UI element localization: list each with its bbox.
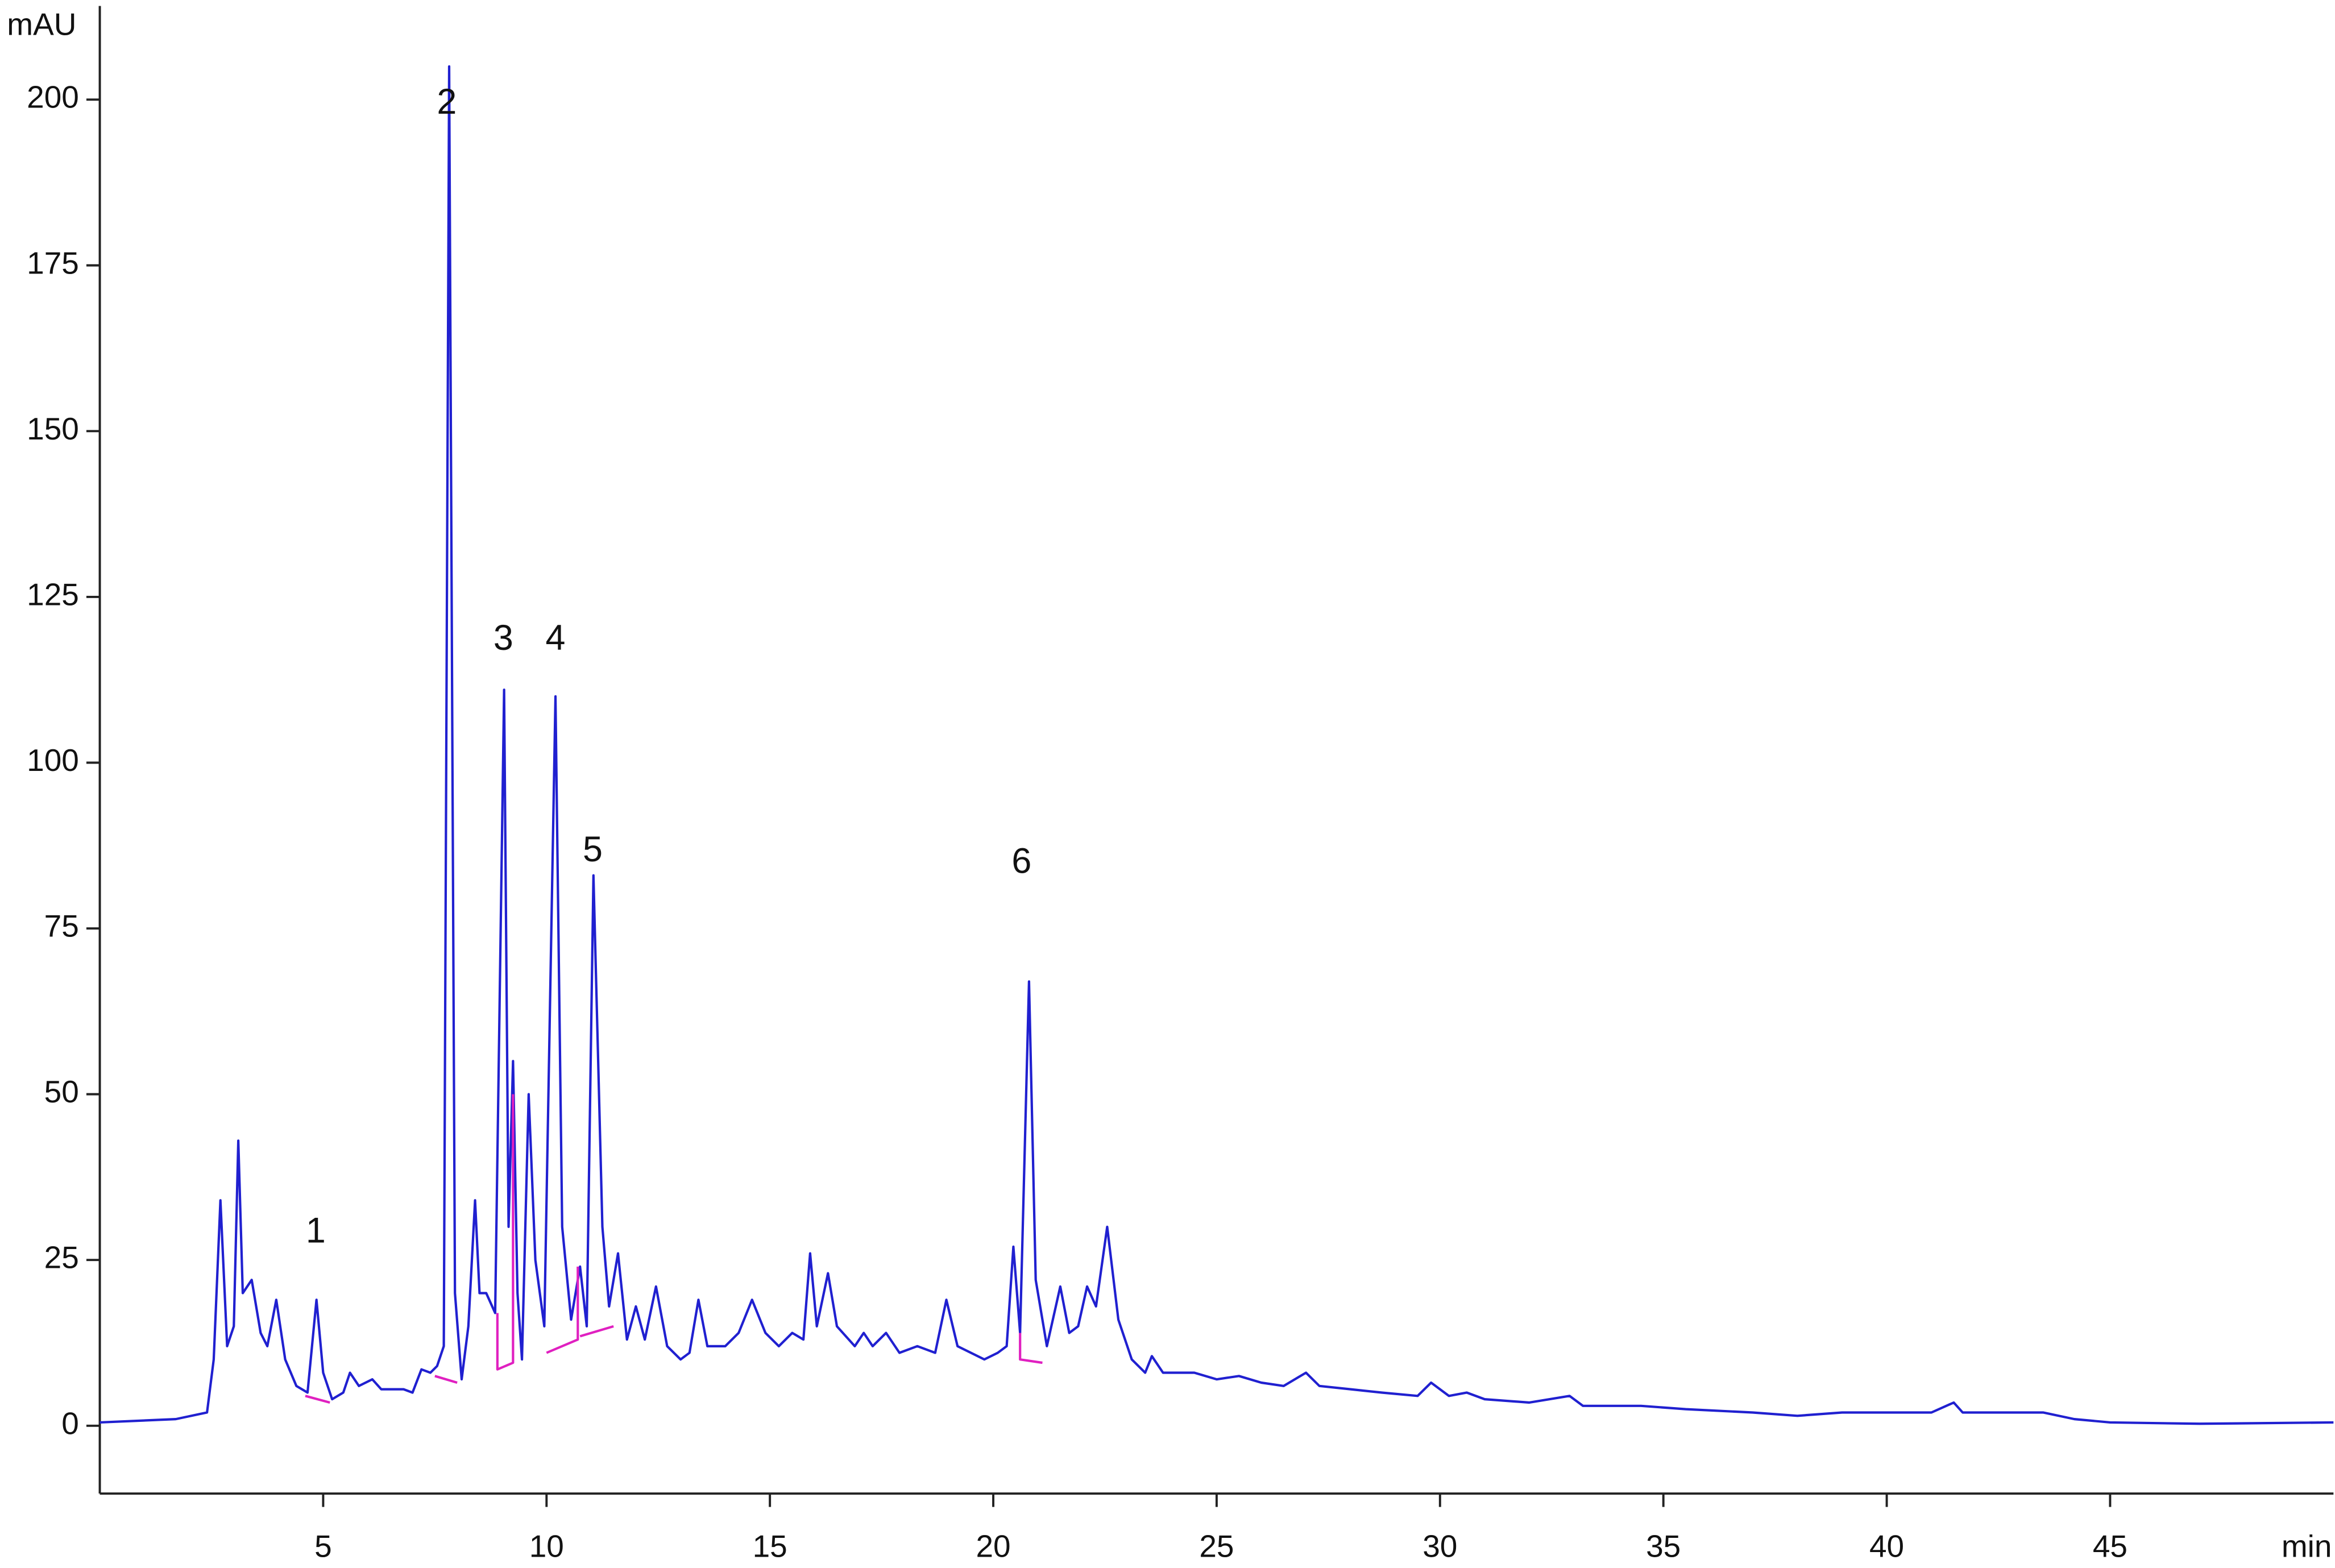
x-tick-label: 25: [1199, 1528, 1234, 1563]
x-tick-label: 15: [753, 1528, 787, 1563]
y-tick-label: 50: [44, 1074, 79, 1109]
trace-line: [99, 65, 2334, 1425]
y-tick-label: 150: [27, 411, 79, 446]
trace-line: [305, 1094, 1043, 1404]
x-axis-label: min: [2282, 1528, 2332, 1563]
x-tick-label: 40: [1869, 1528, 1904, 1563]
x-tick-label: 10: [529, 1528, 564, 1563]
x-tick-label: 20: [976, 1528, 1010, 1563]
peak-label: 6: [1011, 841, 1031, 881]
y-tick-label: 75: [44, 909, 79, 944]
y-tick-label: 125: [27, 576, 79, 612]
peak-label: 1: [306, 1210, 326, 1250]
y-tick-label: 0: [61, 1405, 79, 1441]
y-tick-label: 175: [27, 245, 79, 280]
peak-label: 5: [583, 829, 603, 869]
x-tick-label: 5: [314, 1528, 332, 1563]
x-tick-label: 30: [1422, 1528, 1457, 1563]
x-tick-label: 45: [2093, 1528, 2127, 1563]
y-tick-label: 200: [27, 80, 79, 115]
peak-label: 4: [546, 618, 566, 658]
y-tick-label: 25: [44, 1240, 79, 1275]
y-axis-label: mAU: [7, 7, 76, 42]
peak-label: 2: [437, 82, 457, 122]
x-tick-label: 35: [1646, 1528, 1681, 1563]
y-tick-label: 100: [27, 742, 79, 778]
peak-label: 3: [493, 618, 513, 658]
